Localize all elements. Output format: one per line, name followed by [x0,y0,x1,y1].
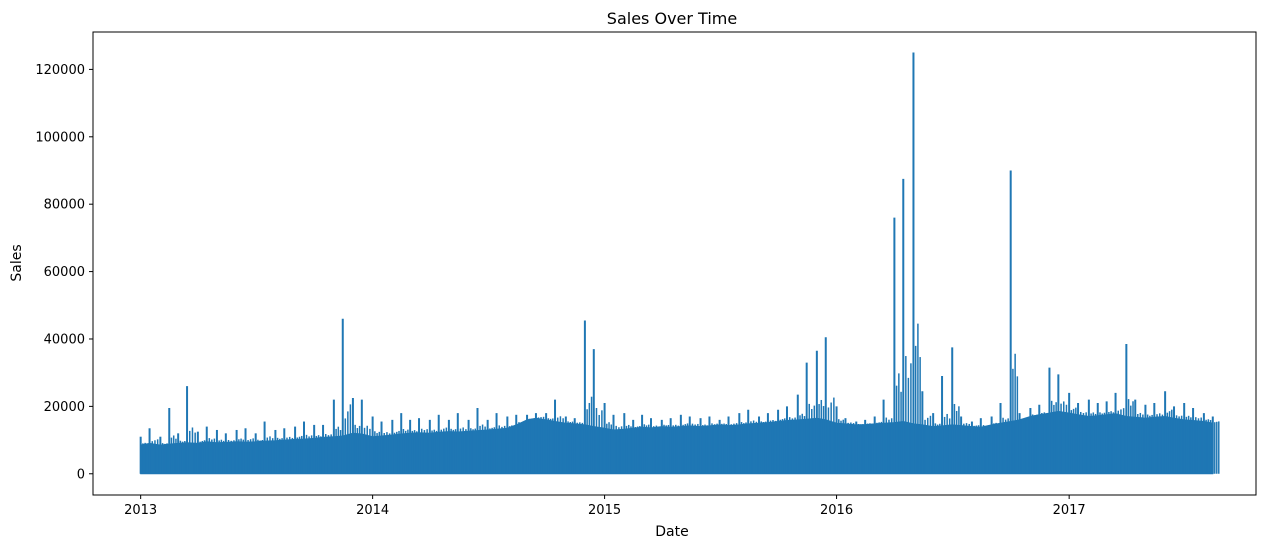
x-tick-label: 2014 [356,503,389,518]
y-axis-label: Sales [9,244,25,281]
x-axis: 2013 2014 2015 2016 2017 [124,495,1086,518]
y-tick-label: 100000 [35,130,85,145]
y-tick-label: 60000 [44,265,85,280]
plot-frame [92,31,1257,496]
y-tick-label: 0 [77,467,85,482]
x-tick-label: 2013 [124,503,157,518]
y-tick-label: 20000 [44,400,85,415]
y-tick-label: 80000 [44,198,85,213]
x-tick-label: 2015 [588,503,621,518]
x-tick-label: 2016 [820,503,853,518]
y-axis: 0 20000 40000 60000 80000 100000 120000 [35,63,93,482]
y-tick-label: 40000 [44,332,85,347]
x-axis-label: Date [655,524,688,540]
chart-title: Sales Over Time [607,9,737,28]
y-tick-label: 120000 [35,63,85,78]
x-tick-label: 2017 [1053,503,1086,518]
series-layer [139,52,1220,475]
